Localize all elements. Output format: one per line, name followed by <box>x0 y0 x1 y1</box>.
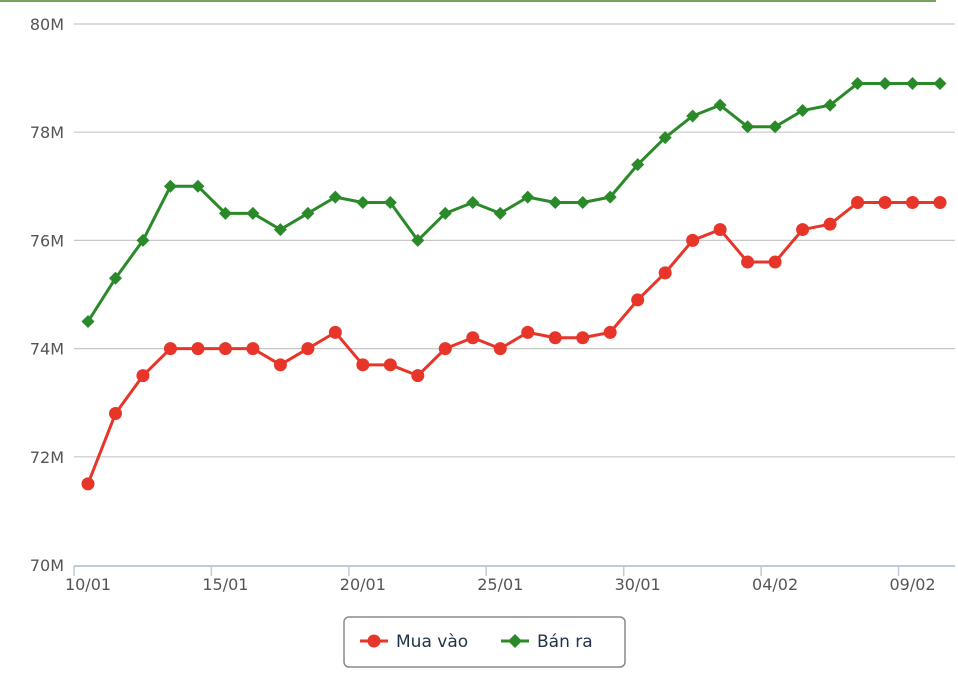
data-point <box>191 342 205 356</box>
x-axis-labels: 10/01 15/01 20/01 25/01 30/01 04/02 09/02 <box>65 575 936 594</box>
x-tick-label: 10/01 <box>65 575 111 594</box>
data-point <box>108 271 122 285</box>
x-tick-label: 15/01 <box>202 575 248 594</box>
data-point <box>658 266 672 280</box>
y-tick-label: 72M <box>30 448 64 467</box>
data-point <box>933 196 947 210</box>
data-point <box>851 77 865 91</box>
data-point <box>438 342 452 356</box>
data-point <box>328 190 342 204</box>
data-point <box>136 369 150 383</box>
series-mua-vao <box>81 196 947 491</box>
data-point <box>603 325 617 339</box>
legend-box <box>343 616 626 668</box>
x-tick-label: 09/02 <box>889 575 935 594</box>
data-point <box>383 358 397 372</box>
data-point <box>301 342 315 356</box>
data-point <box>768 120 782 134</box>
data-point <box>356 196 370 210</box>
data-point <box>466 196 480 210</box>
data-point <box>658 131 672 145</box>
data-point <box>356 358 370 372</box>
data-point <box>823 217 837 231</box>
data-point <box>603 190 617 204</box>
data-point <box>163 342 177 356</box>
data-point <box>878 196 892 210</box>
legend[interactable]: Mua vào Bán ra <box>343 616 626 668</box>
x-tick-label: 30/01 <box>615 575 661 594</box>
x-axis-ticks <box>73 566 900 576</box>
data-point <box>411 233 425 247</box>
data-point <box>713 98 727 112</box>
data-point <box>273 358 287 372</box>
x-tick-label: 25/01 <box>477 575 523 594</box>
y-tick-label: 74M <box>30 340 64 359</box>
data-point <box>383 196 397 210</box>
data-point <box>741 120 755 134</box>
legend-marker-mua-vao <box>367 634 381 648</box>
data-point <box>81 315 95 329</box>
y-axis-labels: 70M 72M 74M 76M 78M 80M <box>30 15 64 575</box>
data-point <box>686 109 700 123</box>
data-point <box>521 325 535 339</box>
data-point <box>713 223 727 237</box>
data-point <box>328 325 342 339</box>
data-point <box>163 179 177 193</box>
data-point <box>548 196 562 210</box>
legend-label-ban-ra: Bán ra <box>537 632 593 652</box>
legend-item-ban-ra[interactable]: Bán ra <box>501 632 593 652</box>
data-point <box>218 206 232 220</box>
data-point <box>851 196 865 210</box>
data-point <box>81 477 95 491</box>
grid-lines <box>74 23 955 458</box>
data-point <box>631 158 645 172</box>
data-point <box>218 342 232 356</box>
data-point <box>273 223 287 237</box>
data-point <box>933 77 947 91</box>
data-point <box>411 369 425 383</box>
data-point <box>576 331 590 345</box>
data-point <box>823 98 837 112</box>
y-tick-label: 76M <box>30 231 64 250</box>
series-line <box>86 82 940 323</box>
y-tick-label: 80M <box>30 15 64 34</box>
y-tick-label: 78M <box>30 123 64 142</box>
data-point <box>631 293 645 307</box>
data-point <box>906 196 920 210</box>
data-point <box>246 206 260 220</box>
data-point <box>493 342 507 356</box>
legend-marker-ban-ra <box>508 634 522 648</box>
series-group <box>81 77 947 491</box>
data-point <box>548 331 562 345</box>
x-tick-label: 04/02 <box>752 575 798 594</box>
data-point <box>768 255 782 269</box>
data-point <box>796 223 810 237</box>
data-point <box>576 196 590 210</box>
y-tick-label: 70M <box>30 556 64 575</box>
series-ban-ra <box>81 77 947 329</box>
data-point <box>741 255 755 269</box>
data-point <box>108 407 122 421</box>
data-point <box>906 77 920 91</box>
series-line <box>86 201 940 485</box>
data-point <box>438 206 452 220</box>
data-point <box>301 206 315 220</box>
data-point <box>466 331 480 345</box>
data-point <box>246 342 260 356</box>
data-point <box>191 179 205 193</box>
x-tick-label: 20/01 <box>340 575 386 594</box>
legend-label-mua-vao: Mua vào <box>396 632 468 652</box>
data-point <box>493 206 507 220</box>
data-point <box>521 190 535 204</box>
data-point <box>686 233 700 247</box>
data-point <box>796 104 810 118</box>
data-point <box>136 233 150 247</box>
data-point <box>878 77 892 91</box>
legend-item-mua-vao[interactable]: Mua vào <box>360 632 468 652</box>
